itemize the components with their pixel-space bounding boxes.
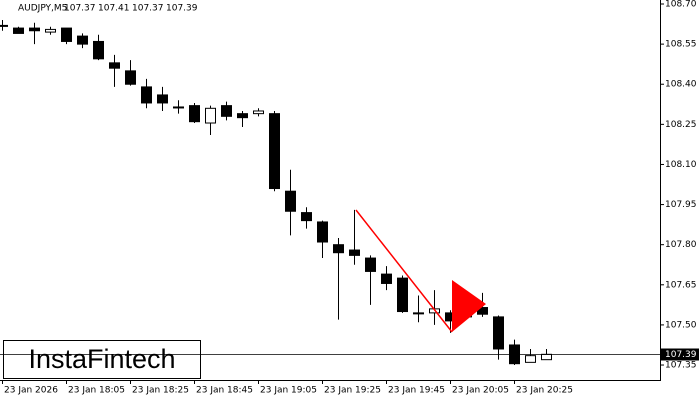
candle-body (77, 35, 88, 45)
candle-body (253, 110, 264, 115)
candle-body (189, 105, 200, 123)
y-tick-label: 108.40 (665, 80, 697, 90)
candle-body (221, 105, 232, 117)
pennant-flag (452, 280, 486, 332)
ohlc-open: 107.37 (64, 4, 96, 14)
candle-body (541, 353, 552, 361)
ohlc-low: 107.37 (132, 4, 164, 14)
candle-body (317, 221, 328, 243)
y-tick-label: 107.95 (665, 200, 697, 210)
candle-body (237, 113, 248, 119)
candle-body (141, 86, 152, 104)
candle-body (365, 257, 376, 272)
chart-title: AUDJPY,M5 (18, 4, 67, 14)
pennant-pole (355, 209, 453, 333)
candle-body (109, 62, 120, 69)
candle-body (525, 355, 536, 363)
y-tick-label: 108.55 (665, 40, 697, 50)
candle-body (269, 113, 280, 190)
candle-body (13, 27, 24, 34)
y-tick-label: 108.10 (665, 160, 697, 170)
candle-body (93, 40, 104, 60)
logo: InstaFintech (28, 344, 175, 374)
last-price-label: 107.39 (665, 350, 697, 360)
candle-body (493, 316, 504, 350)
ohlc-high: 107.41 (98, 4, 130, 14)
candle-body (45, 28, 56, 33)
logo-box (3, 340, 201, 379)
x-tick-label: 23 Jan 2026 (4, 386, 58, 396)
plot (0, 20, 552, 366)
y-tick-label: 107.35 (665, 361, 697, 371)
candle-body (301, 212, 312, 222)
candle-body (0, 24, 8, 27)
candle-body (413, 312, 424, 315)
candle-body (205, 107, 216, 124)
x-tick-label: 23 Jan 19:25 (324, 386, 381, 396)
candle-body (29, 27, 40, 32)
x-tick-label: 23 Jan 20:25 (516, 386, 573, 396)
candle-body (157, 94, 168, 104)
y-tick-label: 108.70 (665, 0, 697, 10)
x-tick-label: 23 Jan 19:05 (260, 386, 317, 396)
candle-body (285, 190, 296, 212)
x-tick-label: 23 Jan 18:25 (132, 386, 189, 396)
candle-body (125, 70, 136, 85)
candle-body (333, 244, 344, 254)
last-price-box (661, 348, 699, 361)
x-tick-label: 23 Jan 18:45 (196, 386, 253, 396)
ohlc-close: 107.39 (166, 4, 198, 14)
candle-body (381, 273, 392, 284)
y-tick-label: 107.50 (665, 320, 697, 330)
x-tick-label: 23 Jan 18:05 (68, 386, 125, 396)
x-tick-label: 23 Jan 19:45 (388, 386, 445, 396)
y-tick-label: 108.25 (665, 120, 697, 130)
y-tick-label: 107.65 (665, 280, 697, 290)
candle-body (397, 277, 408, 313)
y-tick-label: 107.80 (665, 240, 697, 250)
candle-body (173, 106, 184, 109)
candle-body (349, 249, 360, 256)
candle-body (61, 27, 72, 42)
x-tick-label: 23 Jan 20:05 (452, 386, 509, 396)
